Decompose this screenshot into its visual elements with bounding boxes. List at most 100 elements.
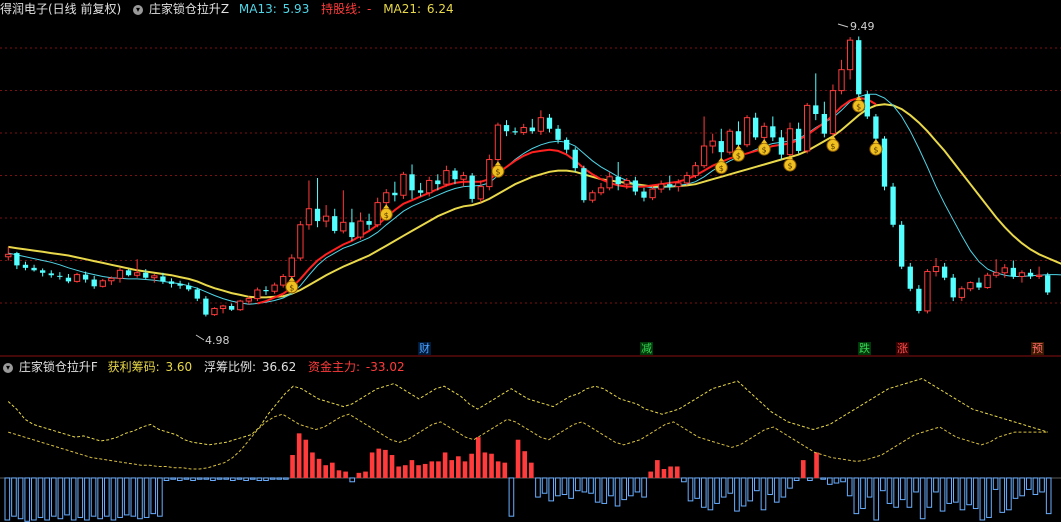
event-marker-drop[interactable]: 跌 <box>858 342 871 355</box>
capital-bar-positive <box>674 466 680 478</box>
dropdown-chevron-icon[interactable]: ▾ <box>133 4 144 15</box>
candle-body-up <box>322 215 330 222</box>
candle-body-down <box>821 114 828 134</box>
candle-body-up <box>477 186 484 200</box>
capital-bar-negative <box>143 477 150 518</box>
sub-indicator-header: ▾ 庄家锁仓拉升F 获利筹码: 3.60 浮筹比例: 36.62 资金主力: -… <box>0 358 407 376</box>
candle-body-down <box>546 117 553 129</box>
capital-bar-negative <box>773 477 780 503</box>
candle-body-down <box>529 127 535 132</box>
capital-bar-positive <box>429 461 435 478</box>
candle-body-down <box>907 266 913 289</box>
capital-bar-negative <box>833 477 840 484</box>
capital-bar-negative <box>946 477 953 504</box>
capital-bar-negative <box>249 477 256 480</box>
candle-body-down <box>228 306 235 310</box>
capital-bar-negative <box>203 477 210 480</box>
capital-bar-negative <box>57 477 64 520</box>
capital-bar-negative <box>992 477 999 490</box>
capital-bar-positive <box>336 470 342 478</box>
capital-bar-positive <box>356 472 362 478</box>
money-bag-symbol: $ <box>856 103 861 112</box>
capital-bar-positive <box>661 469 667 478</box>
capital-bar-positive <box>522 451 527 478</box>
capital-bar-positive <box>396 466 401 478</box>
stock-title[interactable]: 得润电子(日线 前复权) <box>0 2 122 16</box>
candle-body-down <box>778 137 785 155</box>
candle-body-down <box>194 289 200 299</box>
candle-body-down <box>718 141 724 153</box>
indicator-name[interactable]: 庄家锁仓拉升Z <box>148 2 230 16</box>
event-marker-text: 预 <box>1032 342 1043 355</box>
capital-bar-negative <box>4 477 11 521</box>
capital-bar-negative <box>621 477 627 501</box>
money-bag-markers: $ $ $ $ $ $ $ $ $ $ <box>285 96 883 294</box>
candle-body-up <box>219 305 227 309</box>
capital-bar-negative <box>594 477 601 503</box>
money-bag-tie <box>872 139 879 144</box>
capital-bar-negative <box>561 477 568 496</box>
capital-bar-negative <box>64 477 70 516</box>
candle-body-up <box>675 182 682 188</box>
capital-bar-positive <box>296 433 302 478</box>
candle-body-up <box>846 39 854 71</box>
capital-bar-negative <box>986 477 992 518</box>
capital-bar-negative <box>966 477 972 506</box>
event-marker-reduce[interactable]: 减 <box>640 342 653 355</box>
candlesticks[interactable] <box>5 36 1051 317</box>
capital-bar-positive <box>469 453 474 478</box>
main-capital-value: -33.02 <box>365 360 405 374</box>
candle-body-up <box>245 298 252 302</box>
candle-body-up <box>288 257 295 277</box>
candle-body-up <box>993 272 1000 276</box>
candle-body-up <box>254 289 261 300</box>
candle-body-up <box>838 69 845 92</box>
capital-bar-negative <box>183 477 190 480</box>
capital-bar-negative <box>243 477 249 481</box>
capital-bar-positive <box>814 452 819 478</box>
candle-body-up <box>443 170 450 185</box>
dropdown-chevron-icon[interactable]: ▾ <box>3 362 13 373</box>
capital-bar-negative <box>1032 477 1039 496</box>
sub-indicator-name[interactable]: 庄家锁仓拉升F <box>18 360 98 374</box>
candle-body-up <box>967 282 974 290</box>
candle-body-down <box>795 128 802 151</box>
capital-bar-positive <box>462 461 468 478</box>
candle-body-down <box>186 285 192 290</box>
candle-body-up <box>589 192 596 201</box>
money-bag-icon: $ <box>379 204 393 221</box>
candle-body-up <box>494 124 502 161</box>
candle-body-up <box>786 128 794 156</box>
event-marker-forecast[interactable]: 预 <box>1031 342 1044 355</box>
candle-body-up <box>761 125 768 138</box>
capital-bar-positive <box>515 439 521 478</box>
capital-bar-negative <box>568 477 574 499</box>
candle-body-up <box>271 284 278 292</box>
capital-bar-positive <box>648 471 654 478</box>
candle-body-down <box>735 131 742 145</box>
candle-body-down <box>770 126 776 138</box>
candle-body-down <box>14 253 20 266</box>
ma21-label: MA21: <box>383 2 422 16</box>
capital-bar-negative <box>913 477 919 493</box>
event-marker-finance[interactable]: 财 <box>418 342 431 355</box>
capital-bar-negative <box>747 477 754 502</box>
capital-bar-positive <box>495 461 501 478</box>
capital-bar-negative <box>866 477 873 498</box>
candle-body-down <box>503 125 510 132</box>
candle-body-down <box>555 128 561 140</box>
candle-body-down <box>813 105 819 114</box>
candle-body-down <box>31 267 37 271</box>
capital-bar-negative <box>880 477 886 492</box>
candle-body-up <box>743 117 751 146</box>
capital-bar-positive <box>502 462 508 478</box>
capital-bar-negative <box>608 477 614 497</box>
capital-bar-negative <box>707 477 714 511</box>
candle-body-down <box>392 192 398 196</box>
money-bag-symbol: $ <box>873 146 878 155</box>
capital-bar-negative <box>873 477 880 521</box>
event-marker-rise[interactable]: 涨 <box>896 342 909 355</box>
candle-body-down <box>65 277 72 282</box>
candle-body-down <box>177 283 183 286</box>
